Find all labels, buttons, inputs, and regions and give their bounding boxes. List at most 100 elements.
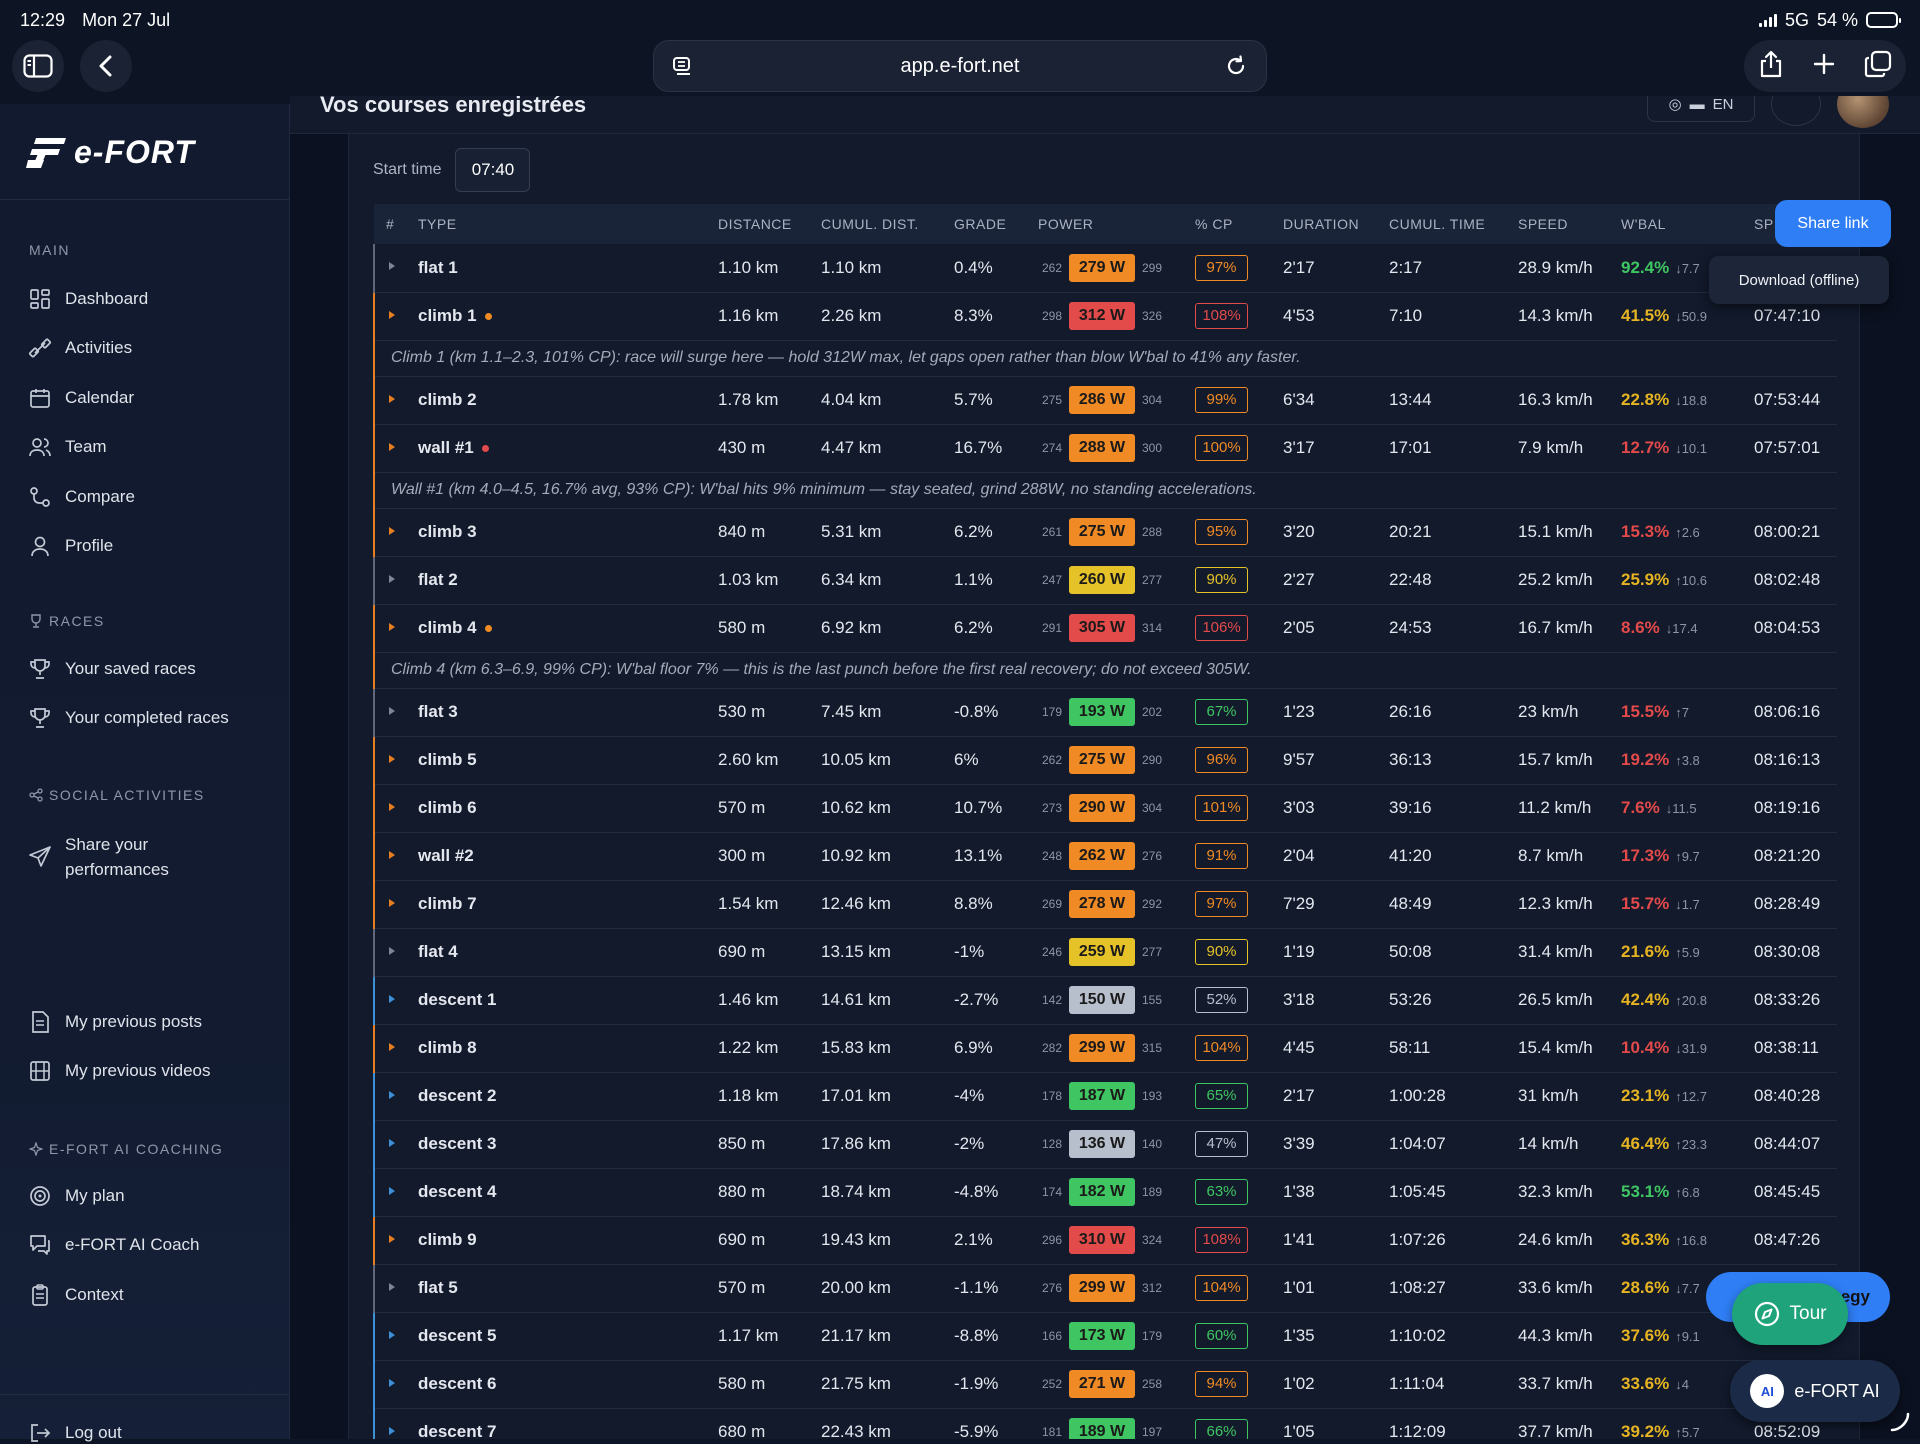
expand-row-icon[interactable] <box>373 1312 418 1360</box>
expand-row-icon[interactable] <box>373 424 418 472</box>
segment-type: descent 5 <box>418 1312 718 1360</box>
table-row[interactable]: descent 1 1.46 km 14.61 km -2.7% 142 150 W 155… <box>373 976 1837 1024</box>
expand-row-icon[interactable] <box>373 1024 418 1072</box>
table-row[interactable]: wall #1 430 m 4.47 km 16.7% 274 288 W 300 100% 3… <box>373 424 1837 472</box>
avatar[interactable] <box>1837 96 1889 128</box>
expand-row-icon[interactable] <box>373 376 418 424</box>
sidebar-item-completed-races[interactable]: Your completed races <box>29 707 229 729</box>
share-link-button[interactable]: Share link <box>1775 200 1891 247</box>
table-row[interactable]: descent 4 880 m 18.74 km -4.8% 174 182 W 189 63… <box>373 1168 1837 1216</box>
expand-row-icon[interactable] <box>373 244 418 292</box>
logo-text: e-FORT <box>74 134 195 170</box>
new-tab-icon[interactable] <box>1812 52 1836 81</box>
column-header: W'BAL <box>1621 216 1666 232</box>
sidebar-toggle-icon[interactable] <box>12 40 64 92</box>
sidebar-item-team[interactable]: Team <box>29 436 107 458</box>
expand-row-icon[interactable] <box>373 508 418 556</box>
sidebar-item-share-performances[interactable]: Share your performances <box>29 832 169 882</box>
expand-row-icon[interactable] <box>373 1072 418 1120</box>
logout-button[interactable]: Log out <box>29 1422 122 1444</box>
segment-cumul-distance: 6.92 km <box>821 618 882 637</box>
theme-toggle-icon[interactable] <box>1771 96 1821 126</box>
alert-dot-icon <box>484 625 492 633</box>
expand-row-icon[interactable] <box>373 556 418 604</box>
table-row[interactable]: climb 1 1.16 km 2.26 km 8.3% 298 312 W 326 108%… <box>373 292 1837 340</box>
sidebar-item-profile[interactable]: Profile <box>29 535 113 557</box>
expand-row-icon[interactable] <box>373 976 418 1024</box>
sidebar-item-previous-videos[interactable]: My previous videos <box>29 1060 211 1082</box>
segment-grade: 2.1% <box>954 1230 993 1249</box>
tour-button[interactable]: Tour <box>1732 1283 1848 1345</box>
sidebar-item-ai-coach[interactable]: e-FORT AI Coach <box>29 1234 199 1256</box>
start-time-input[interactable]: 07:40 <box>455 148 531 192</box>
expand-row-icon[interactable] <box>373 1264 418 1312</box>
expand-row-icon[interactable] <box>373 604 418 652</box>
segment-wbal: 21.6% ↑5.9 <box>1621 928 1754 976</box>
url-text[interactable]: app.e-fort.net <box>900 54 1020 77</box>
segment-cumul-time: 26:16 <box>1389 702 1432 721</box>
ai-coach-button[interactable]: AI e-FORT AI <box>1730 1360 1900 1422</box>
power-badge: 260 W <box>1069 566 1135 594</box>
segment-cp: 108% <box>1195 292 1283 340</box>
segment-distance: 1.10 km <box>718 257 779 277</box>
sidebar-item-dashboard[interactable]: Dashboard <box>29 288 148 310</box>
expand-row-icon[interactable] <box>373 1408 418 1439</box>
table-row[interactable]: descent 2 1.18 km 17.01 km -4% 178 187 W 193 65… <box>373 1072 1837 1120</box>
expand-row-icon[interactable] <box>373 928 418 976</box>
sidebar-item-activities[interactable]: Activities <box>29 337 132 359</box>
table-row[interactable]: climb 8 1.22 km 15.83 km 6.9% 282 299 W 315 104… <box>373 1024 1837 1072</box>
expand-row-icon[interactable] <box>373 784 418 832</box>
expand-row-icon[interactable] <box>373 1120 418 1168</box>
tabs-overview-icon[interactable] <box>1864 50 1892 83</box>
table-row[interactable]: descent 7 680 m 22.43 km -5.9% 181 189 W 197 66… <box>373 1408 1837 1439</box>
reload-icon[interactable] <box>1224 54 1248 84</box>
sidebar-item-saved-races[interactable]: Your saved races <box>29 658 196 680</box>
table-row[interactable]: climb 7 1.54 km 12.46 km 8.8% 269 278 W 292 97%… <box>373 880 1837 928</box>
sidebar-item-calendar[interactable]: Calendar <box>29 387 134 409</box>
table-row[interactable]: climb 3 840 m 5.31 km 6.2% 261 275 W 288 95% 3'2… <box>373 508 1837 556</box>
expand-row-icon[interactable] <box>373 832 418 880</box>
table-row[interactable]: climb 4 580 m 6.92 km 6.2% 291 305 W 314 106% 2'… <box>373 604 1837 652</box>
expand-row-icon[interactable] <box>373 1360 418 1408</box>
sidebar-item-previous-posts[interactable]: My previous posts <box>29 1011 202 1033</box>
reader-icon[interactable] <box>672 56 694 84</box>
signal-icon <box>1758 13 1777 27</box>
table-row[interactable]: flat 1 1.10 km 1.10 km 0.4% 262 279 W 299 97% 2'… <box>373 244 1837 292</box>
table-row[interactable]: descent 3 850 m 17.86 km -2% 128 136 W 140 47% 3… <box>373 1120 1837 1168</box>
segment-name: descent 2 <box>418 1086 497 1105</box>
table-row[interactable]: climb 5 2.60 km 10.05 km 6% 262 275 W 290 96% 9'… <box>373 736 1837 784</box>
language-selector[interactable]: ◎ ▬ EN <box>1647 96 1755 122</box>
wbal-delta: ↓7.7 <box>1675 260 1700 276</box>
sidebar-item-context[interactable]: Context <box>29 1284 124 1306</box>
table-row[interactable]: flat 3 530 m 7.45 km -0.8% 179 193 W 202 67% 1'2… <box>373 688 1837 736</box>
segment-wbal: 15.7% ↓1.7 <box>1621 880 1754 928</box>
table-row[interactable]: flat 2 1.03 km 6.34 km 1.1% 247 260 W 277 90% 2'… <box>373 556 1837 604</box>
expand-row-icon[interactable] <box>373 1168 418 1216</box>
segment-speed: 25.2 km/h <box>1518 570 1593 589</box>
expand-row-icon[interactable] <box>373 1216 418 1264</box>
download-offline-button[interactable]: Download (offline) <box>1709 256 1889 304</box>
share-icon[interactable] <box>1758 49 1784 84</box>
table-row[interactable]: wall #2 300 m 10.92 km 13.1% 248 262 W 276 91% 2… <box>373 832 1837 880</box>
table-row[interactable]: climb 9 690 m 19.43 km 2.1% 296 310 W 324 108% 1… <box>373 1216 1837 1264</box>
cp-badge: 108% <box>1195 303 1248 329</box>
sidebar-item-compare[interactable]: Compare <box>29 486 135 508</box>
sidebar-item-my-plan[interactable]: My plan <box>29 1185 125 1207</box>
table-row[interactable]: flat 5 570 m 20.00 km -1.1% 276 299 W 312 104% 1… <box>373 1264 1837 1312</box>
segment-power: 181 189 W 197 <box>1038 1408 1195 1439</box>
sidebar-item-label: Profile <box>65 536 114 555</box>
expand-row-icon[interactable] <box>373 292 418 340</box>
expand-row-icon[interactable] <box>373 688 418 736</box>
table-row[interactable]: descent 6 580 m 21.75 km -1.9% 252 271 W 258 94… <box>373 1360 1837 1408</box>
expand-row-icon[interactable] <box>373 880 418 928</box>
power-badge: 275 W <box>1069 518 1135 546</box>
url-bar[interactable]: app.e-fort.net <box>653 40 1267 92</box>
app-logo[interactable]: e-FORT <box>26 134 195 171</box>
table-row[interactable]: descent 5 1.17 km 21.17 km -8.8% 166 173 W 179… <box>373 1312 1837 1360</box>
segment-type: descent 7 <box>418 1408 718 1439</box>
table-row[interactable]: climb 2 1.78 km 4.04 km 5.7% 275 286 W 304 99% 6… <box>373 376 1837 424</box>
table-row[interactable]: climb 6 570 m 10.62 km 10.7% 273 290 W 304 101%… <box>373 784 1837 832</box>
expand-row-icon[interactable] <box>373 736 418 784</box>
table-row[interactable]: flat 4 690 m 13.15 km -1% 246 259 W 277 90% 1'19… <box>373 928 1837 976</box>
back-icon[interactable] <box>80 40 132 92</box>
